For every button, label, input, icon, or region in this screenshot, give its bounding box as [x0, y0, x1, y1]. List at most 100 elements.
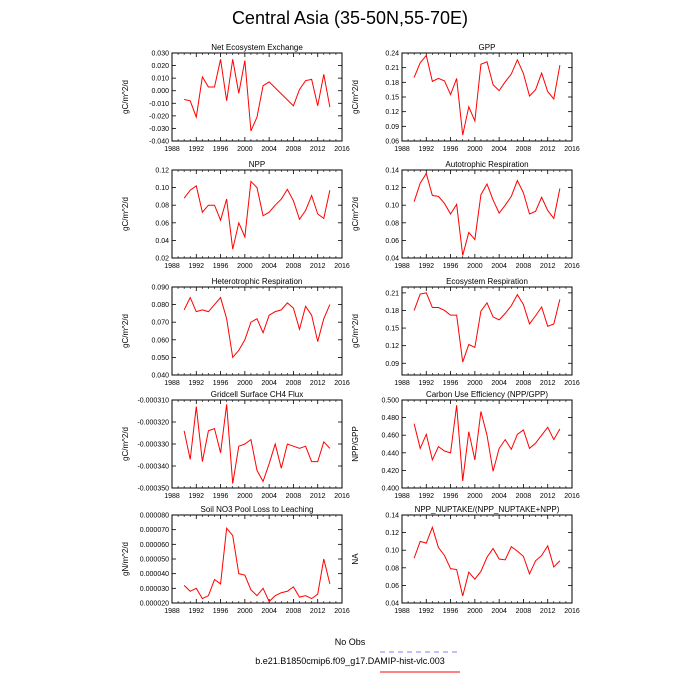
x-tick-label: 1988	[394, 380, 410, 387]
x-tick-label: 1988	[164, 493, 180, 500]
x-tick-label: 1988	[164, 263, 180, 270]
y-tick-label: -0.040	[149, 139, 169, 146]
chart-title: NPP	[249, 160, 265, 169]
x-tick-label: 2012	[540, 146, 556, 153]
y-axis-label: gC/m^2/d	[121, 427, 130, 461]
y-tick-label: 0.080	[151, 302, 169, 309]
x-tick-label: 1992	[188, 380, 204, 387]
x-tick-label: 1992	[188, 146, 204, 153]
series-line	[183, 526, 331, 603]
y-tick-label: -0.030	[149, 126, 169, 133]
y-tick-label: 0.500	[381, 398, 399, 405]
y-tick-label: -0.000320	[137, 420, 169, 427]
y-axis-label: gC/m^2/d	[351, 197, 360, 231]
x-tick-label: 1996	[443, 263, 459, 270]
y-axis-label: gC/m^2/d	[121, 80, 130, 114]
y-tick-label: 0.000070	[140, 527, 169, 534]
y-tick-label: -0.000350	[137, 486, 169, 493]
x-tick-label: 2004	[491, 380, 507, 387]
y-tick-label: 0.14	[385, 513, 399, 520]
plot-frame	[401, 169, 573, 259]
x-tick-label: 2004	[261, 493, 277, 500]
chart-panel: Ecosystem Respiration gC/m^2/d 1988 1992 199…	[351, 277, 580, 387]
x-tick-label: 2012	[540, 263, 556, 270]
y-axis-label: gC/m^2/d	[351, 80, 360, 114]
y-tick-label: 0.04	[385, 601, 399, 608]
chart-title: Net Ecosystem Exchange	[211, 43, 303, 52]
legend-label-no-obs: No Obs	[334, 637, 366, 647]
x-tick-label: 1988	[394, 146, 410, 153]
x-tick-label: 1992	[188, 493, 204, 500]
x-tick-label: 1988	[394, 263, 410, 270]
x-tick-label: 1992	[418, 380, 434, 387]
y-tick-label: -0.000330	[137, 442, 169, 449]
x-tick-label: 2016	[564, 493, 580, 500]
y-tick-label: 0.000080	[140, 513, 169, 520]
y-tick-label: 0.040	[151, 373, 169, 380]
plot-frame	[171, 286, 343, 376]
y-tick-label: 0.050	[151, 355, 169, 362]
chart-panel: Gridcell Surface CH4 Flux gC/m^2/d 1988 199…	[121, 390, 350, 500]
y-tick-label: 0.000	[151, 88, 169, 95]
y-tick-label: 0.06	[155, 220, 169, 227]
chart-panel: Autotrophic Respiration gC/m^2/d 1988 1992 1…	[351, 160, 580, 270]
x-tick-label: 2012	[310, 146, 326, 153]
x-tick-label: 1988	[164, 380, 180, 387]
y-axis-label: gC/m^2/d	[121, 197, 130, 231]
x-tick-label: 1996	[443, 146, 459, 153]
chart-panel: GPP gC/m^2/d 1988 1992 1996 2000 2004 2008 2012 2…	[351, 43, 580, 153]
y-tick-label: 0.12	[385, 530, 399, 537]
x-tick-label: 1996	[443, 380, 459, 387]
x-tick-label: 1996	[443, 493, 459, 500]
y-tick-label: 0.08	[155, 203, 169, 210]
chart-panel: Soil NO3 Pool Loss to Leaching gN/m^2/d 19…	[121, 505, 350, 615]
plot-frame	[401, 286, 573, 376]
x-tick-label: 2012	[540, 380, 556, 387]
y-tick-label: 0.02	[155, 256, 169, 263]
x-tick-label: 1992	[418, 263, 434, 270]
x-tick-label: 2008	[286, 493, 302, 500]
y-tick-label: -0.000340	[137, 464, 169, 471]
x-tick-label: 2000	[467, 608, 483, 615]
y-tick-label: 0.04	[385, 256, 399, 263]
series-line	[413, 54, 561, 136]
series-line	[183, 180, 331, 250]
x-tick-label: 1996	[443, 608, 459, 615]
x-tick-label: 2004	[491, 608, 507, 615]
x-tick-label: 2016	[564, 263, 580, 270]
x-tick-label: 2008	[516, 380, 532, 387]
plot-frame	[401, 52, 573, 142]
y-tick-label: 0.12	[155, 168, 169, 175]
chart-panel: Carbon Use Efficiency (NPP/GPP) NPP/GPP 19…	[351, 390, 580, 500]
x-tick-label: 2012	[310, 608, 326, 615]
y-tick-label: 0.010	[151, 76, 169, 83]
x-tick-label: 2012	[310, 493, 326, 500]
x-tick-label: 1996	[213, 493, 229, 500]
chart-panel: NPP gC/m^2/d 1988 1992 1996 2000 2004 2008 2012 2…	[121, 160, 350, 270]
x-tick-label: 1992	[188, 263, 204, 270]
x-tick-label: 2008	[286, 608, 302, 615]
y-tick-label: 0.06	[385, 583, 399, 590]
y-tick-label: 0.460	[381, 433, 399, 440]
x-tick-label: 1988	[394, 493, 410, 500]
y-tick-label: 0.030	[151, 51, 169, 58]
x-tick-label: 2000	[237, 146, 253, 153]
x-tick-label: 2000	[237, 380, 253, 387]
y-tick-label: 0.400	[381, 486, 399, 493]
y-tick-label: 0.000040	[140, 571, 169, 578]
figure-title: Central Asia (35-50N,55-70E)	[231, 8, 469, 28]
x-tick-label: 2012	[540, 608, 556, 615]
chart-title: Soil NO3 Pool Loss to Leaching	[201, 505, 314, 514]
x-tick-label: 2016	[334, 608, 350, 615]
y-tick-label: 0.12	[385, 343, 399, 350]
x-tick-label: 2000	[467, 146, 483, 153]
y-tick-label: 0.070	[151, 320, 169, 327]
y-tick-label: 0.09	[385, 124, 399, 131]
y-axis-label: gN/m^2/d	[121, 542, 130, 576]
y-tick-label: 0.14	[385, 168, 399, 175]
x-tick-label: 2000	[237, 263, 253, 270]
x-tick-label: 1988	[164, 146, 180, 153]
x-tick-label: 2016	[564, 608, 580, 615]
x-tick-label: 1996	[213, 608, 229, 615]
